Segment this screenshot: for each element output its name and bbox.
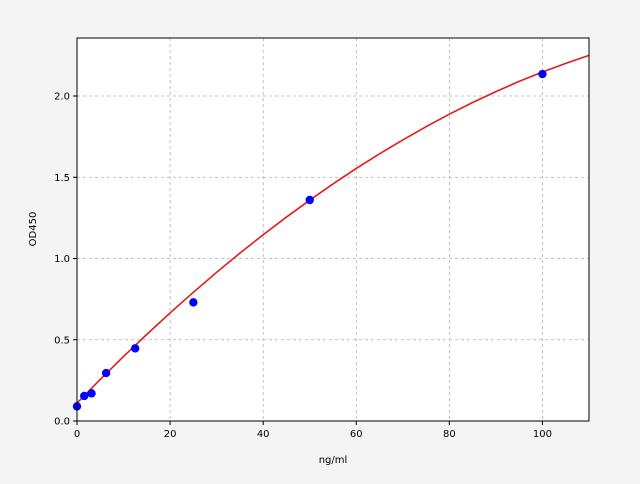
data-points [72, 69, 547, 411]
plot-frame [76, 37, 590, 422]
fit-curve-line [76, 54, 590, 404]
x-axis-label: ng/ml [319, 455, 348, 466]
y-tick-label: 2.0 [54, 92, 70, 103]
data-point [538, 69, 547, 79]
x-tick-label: 0 [74, 429, 80, 440]
y-axis-label: OD450 [28, 212, 39, 247]
data-point [80, 391, 89, 401]
x-tick-label: 100 [533, 429, 552, 440]
y-tick-label: 1.0 [54, 254, 70, 265]
y-tick-label: 1.5 [54, 173, 70, 184]
data-point [305, 195, 314, 205]
data-point [87, 389, 96, 398]
x-tick-label: 40 [257, 429, 270, 440]
data-point [101, 368, 111, 378]
plot-area [77, 38, 589, 421]
fit-curve-group [76, 54, 590, 404]
x-tick-label: 60 [350, 429, 363, 440]
y-tick-label: 0.5 [54, 335, 70, 346]
data-point [130, 344, 140, 353]
x-tick-label: 20 [164, 429, 177, 440]
y-tick-label: 0.0 [54, 417, 70, 428]
x-tick-label: 80 [443, 429, 456, 440]
ticks: 0 20 40 60 80 100 0.0 0.5 1.0 1.5 2.0 [54, 92, 552, 440]
data-point [189, 298, 198, 307]
